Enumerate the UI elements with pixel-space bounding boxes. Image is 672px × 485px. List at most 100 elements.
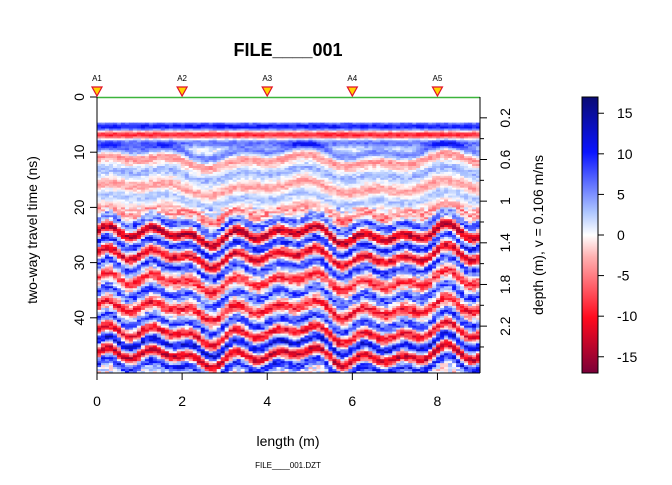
- radargram-cell: [296, 148, 302, 151]
- radargram-cell: [408, 110, 413, 114]
- radargram-cell: [188, 130, 194, 134]
- radargram-cell: [332, 140, 337, 143]
- radargram-cell: [348, 138, 353, 141]
- radargram-cell: [256, 185, 262, 189]
- radargram-cell: [104, 177, 110, 181]
- radargram-cell: [380, 152, 385, 155]
- radargram-cell: [388, 124, 393, 128]
- radargram-cell: [436, 150, 441, 153]
- radargram-cell: [192, 191, 198, 195]
- radargram-cell: [148, 124, 154, 128]
- radargram-cell: [224, 164, 230, 167]
- radargram-cell: [148, 122, 154, 126]
- radargram-cell: [160, 160, 166, 163]
- radargram-cell: [196, 106, 202, 110]
- radargram-cell: [152, 160, 158, 163]
- radargram-cell: [472, 108, 477, 112]
- radargram-cell: [284, 108, 290, 112]
- radargram-cell: [320, 158, 326, 161]
- radargram-cell: [292, 116, 298, 120]
- radargram-cell: [300, 171, 306, 175]
- radargram-cell: [312, 126, 318, 130]
- radargram-cell: [256, 136, 262, 139]
- radargram-cell: [128, 167, 134, 171]
- radargram-cell: [132, 110, 138, 114]
- radargram-cell: [436, 167, 441, 171]
- radargram-cell: [376, 112, 381, 116]
- radargram-cell: [460, 110, 465, 114]
- radargram-cell: [100, 136, 106, 139]
- radargram-cell: [192, 124, 198, 128]
- radargram-cell: [224, 102, 230, 106]
- radargram-cell: [244, 97, 250, 100]
- radargram-cell: [276, 140, 282, 143]
- radargram-cell: [144, 193, 150, 197]
- radargram-cell: [228, 152, 234, 155]
- radargram-cell: [97, 106, 102, 110]
- radargram-cell: [120, 177, 126, 181]
- radargram-cell: [152, 150, 158, 153]
- radargram-cell: [348, 136, 353, 139]
- radargram-cell: [340, 177, 345, 181]
- radargram-cell: [156, 164, 162, 167]
- radargram-cell: [224, 152, 230, 155]
- radargram-cell: [124, 164, 130, 167]
- radargram-cell: [228, 156, 234, 159]
- radargram-cell: [348, 173, 353, 177]
- radargram-cell: [364, 177, 369, 181]
- radargram-cell: [392, 148, 397, 151]
- radargram-cell: [172, 164, 178, 167]
- radargram-cell: [432, 110, 437, 114]
- radargram-cell: [256, 171, 262, 175]
- radargram-cell: [200, 122, 206, 126]
- radargram-cell: [400, 183, 405, 187]
- radargram-cell: [420, 116, 425, 120]
- radargram-cell: [424, 104, 429, 108]
- radargram-cell: [336, 177, 341, 181]
- radargram-cell: [412, 156, 417, 159]
- radargram-cell: [456, 136, 461, 139]
- radargram-cell: [220, 122, 226, 126]
- radargram-cell: [144, 146, 150, 149]
- radargram-cell: [260, 104, 266, 108]
- radargram-cell: [316, 124, 322, 128]
- radargram-cell: [104, 175, 110, 179]
- radargram-cell: [172, 148, 178, 151]
- radargram-cell: [352, 191, 357, 195]
- radargram-cell: [272, 102, 278, 106]
- radargram-cell: [216, 144, 222, 147]
- radargram-cell: [236, 124, 242, 128]
- radargram-cell: [188, 152, 194, 155]
- radargram-cell: [124, 122, 130, 126]
- radargram-cell: [408, 179, 413, 183]
- radargram-cell: [268, 167, 274, 171]
- radargram-cell: [400, 120, 405, 124]
- radargram-cell: [280, 195, 286, 199]
- radargram-cell: [172, 179, 178, 183]
- radargram-cell: [200, 167, 206, 171]
- radargram-cell: [388, 183, 393, 187]
- radargram-cell: [460, 185, 465, 189]
- radargram-cell: [156, 175, 162, 179]
- radargram-cell: [328, 148, 333, 151]
- radargram-cell: [372, 97, 377, 100]
- radargram-cell: [216, 114, 222, 118]
- radargram-cell: [456, 116, 461, 120]
- radargram-cell: [328, 146, 333, 149]
- radargram-cell: [236, 160, 242, 163]
- radargram-cell: [380, 160, 385, 163]
- radargram-cell: [296, 108, 302, 112]
- radargram-cell: [120, 128, 126, 132]
- radargram-cell: [448, 179, 453, 183]
- radargram-cell: [316, 160, 322, 163]
- radargram-cell: [232, 173, 238, 177]
- radargram-cell: [360, 142, 365, 145]
- radargram-cell: [436, 98, 441, 102]
- radargram-cell: [448, 164, 453, 167]
- radargram-cell: [288, 150, 294, 153]
- radargram-cell: [148, 154, 154, 157]
- radargram-cell: [368, 158, 373, 161]
- radargram-cell: [196, 187, 202, 191]
- radargram-cell: [116, 108, 122, 112]
- radargram-cell: [208, 104, 214, 108]
